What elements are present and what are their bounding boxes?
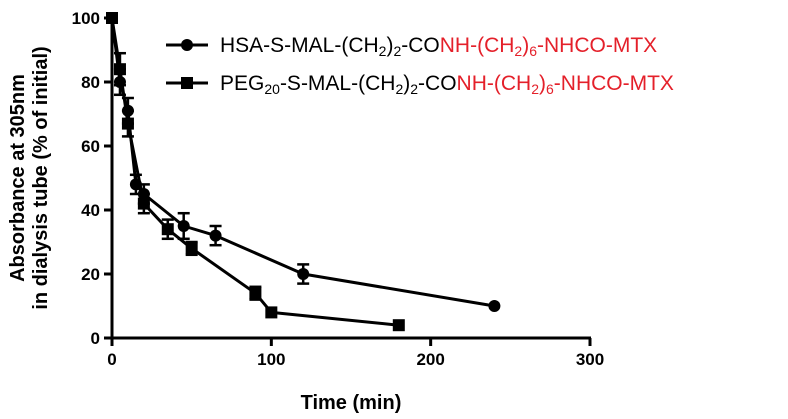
legend-marker [181, 39, 193, 51]
legend-label-part: 6 [529, 43, 537, 59]
legend-label-part: NH-(CH [457, 72, 532, 95]
y-axis-title-line-1: Absorbance at 305nm [7, 74, 29, 282]
data-point [265, 306, 278, 319]
data-point [209, 229, 222, 242]
legend-label-part: HSA-S-MAL-(CH [220, 34, 379, 57]
data-point [249, 287, 262, 300]
legend-label-part: ) [522, 34, 529, 57]
legend-label-part: -S-MAL-(CH [280, 72, 396, 95]
y-tick-label: 0 [91, 329, 100, 348]
y-tick-label: 20 [81, 265, 100, 284]
data-point [488, 300, 501, 312]
legend-label-part: 6 [546, 81, 554, 97]
data-point [121, 117, 134, 130]
x-tick-label: 100 [257, 350, 285, 369]
x-tick-label: 300 [576, 350, 604, 369]
data-point [177, 220, 190, 232]
series-1 [106, 12, 501, 312]
series-line [110, 17, 399, 327]
legend-marker [181, 77, 193, 89]
legend-label-part: -CO [401, 34, 440, 57]
legend-label-part: -NHCO-MTX [554, 72, 674, 95]
y-tick-label: 100 [72, 9, 100, 28]
legend-label: HSA-S-MAL-(CH2)2-CONH-(CH2)6-NHCO-MTX [220, 34, 657, 59]
legend-label: PEG20-S-MAL-(CH2)2-CONH-(CH2)6-NHCO-MTX [220, 72, 674, 97]
x-tick-label: 200 [416, 350, 444, 369]
legend-label-part: -NHCO-MTX [537, 34, 657, 57]
legend-label-part: ) [539, 72, 546, 95]
x-tick-label: 0 [107, 350, 116, 369]
legend-label-part: 2 [531, 81, 539, 97]
legend-label-part: ) [403, 72, 410, 95]
axes [110, 17, 591, 340]
series-layer [106, 12, 501, 332]
legend-label-part: 2 [410, 81, 418, 97]
y-axis-title-line-2: in dialysis tube (% of initial) [30, 46, 52, 309]
y-axis-title: Absorbance at 305nm in dialysis tube (% … [7, 46, 52, 309]
data-point [161, 223, 174, 236]
legend-label-part: 2 [514, 43, 522, 59]
y-tick-label: 40 [81, 201, 100, 220]
data-point [113, 63, 126, 76]
y-tick-label: 80 [81, 73, 100, 92]
series-2 [106, 12, 405, 332]
data-point [137, 197, 150, 210]
legend-label-part: -CO [418, 72, 457, 95]
series-line [110, 17, 495, 308]
data-point [392, 319, 405, 332]
legend-label-part: ) [386, 34, 393, 57]
legend-label-part: 2 [393, 43, 401, 59]
legend-label-part: NH-(CH [440, 34, 515, 57]
y-tick-label: 60 [81, 137, 100, 156]
data-point [297, 268, 310, 280]
legend: HSA-S-MAL-(CH2)2-CONH-(CH2)6-NHCO-MTXPEG… [166, 34, 674, 97]
data-point [185, 242, 198, 255]
ticks: 0 20 40 60 80 100 0 100 200 300 [72, 9, 605, 369]
data-point [106, 12, 118, 24]
legend-entry-2: PEG20-S-MAL-(CH2)2-CONH-(CH2)6-NHCO-MTX [166, 72, 674, 97]
legend-label-part: 20 [264, 81, 280, 97]
legend-label-part: PEG [220, 72, 264, 95]
legend-label-part: 2 [395, 81, 403, 97]
x-axis-title: Time (min) [301, 392, 402, 414]
legend-label-part: 2 [379, 43, 387, 59]
legend-entry-1: HSA-S-MAL-(CH2)2-CONH-(CH2)6-NHCO-MTX [166, 34, 657, 59]
